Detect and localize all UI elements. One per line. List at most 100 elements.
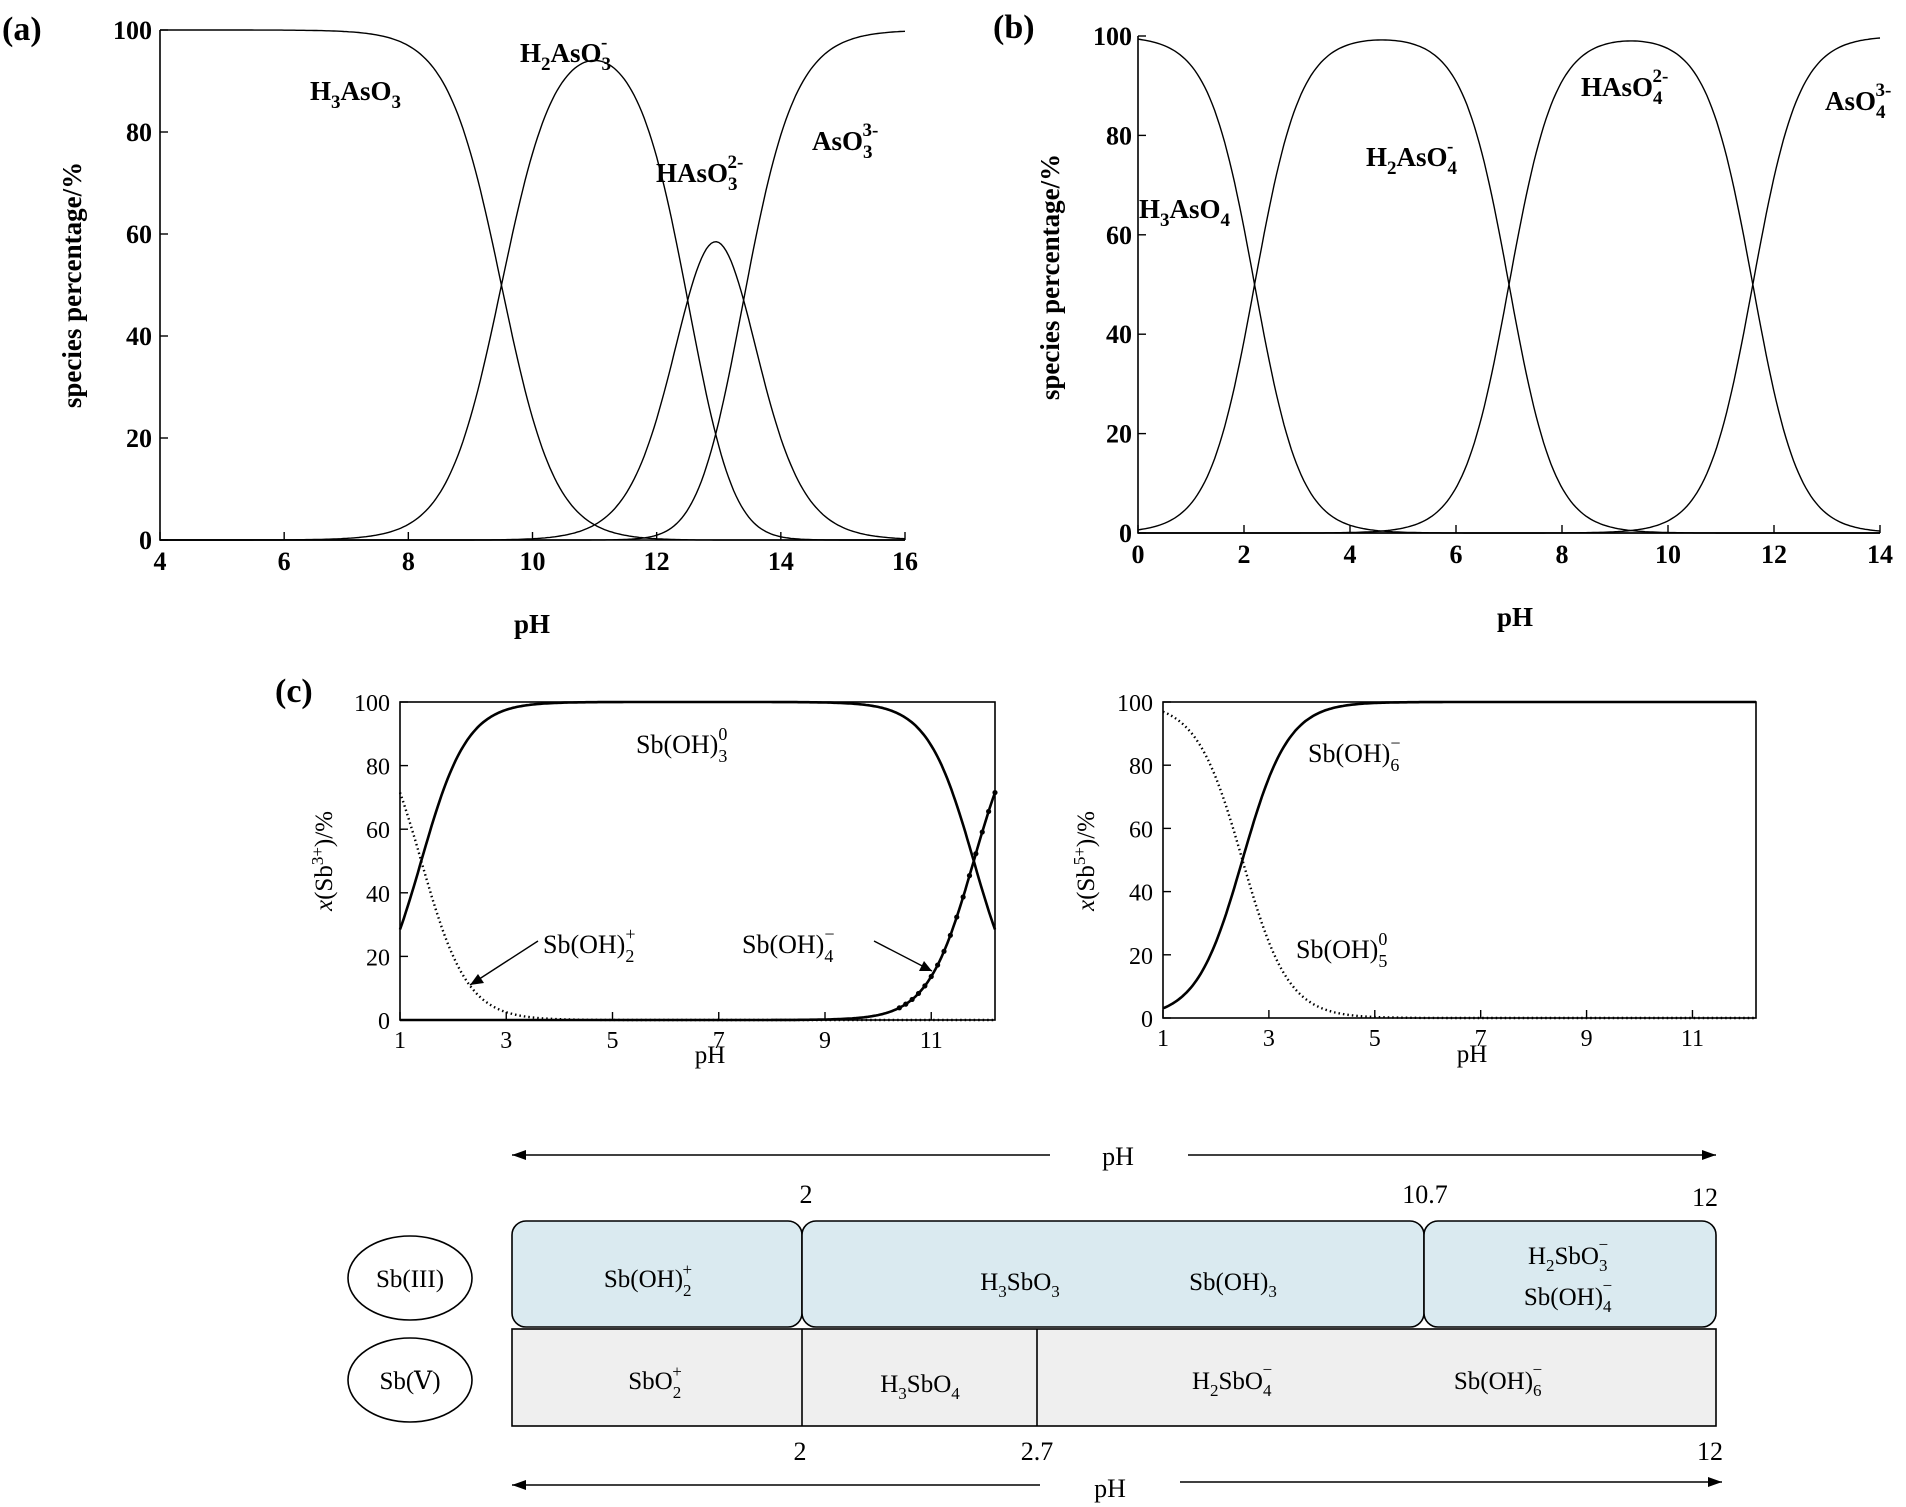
sboh4-marker (966, 873, 973, 879)
bottom-left-arrowhead (512, 1480, 526, 1490)
label-aso3: AsO33- (812, 120, 878, 163)
y-tick-label: 0 (1141, 1007, 1153, 1033)
species-diagram: pH 2 10.7 12 Sb(III) Sb(OH)2+ H3SbO3 Sb(… (347, 1142, 1723, 1503)
label-sboh6: Sb(OH)6− (1308, 733, 1401, 775)
label-h3aso4: H3AsO4 (1139, 194, 1231, 231)
band-sboh3: Sb(OH)3 (1189, 1269, 1277, 1301)
y-tick-label: 60 (1106, 221, 1132, 250)
x-tick-label: 5 (1369, 1026, 1381, 1052)
y-tick-label: 100 (1117, 691, 1153, 717)
series-line-1 (1162, 700, 1756, 1010)
x-tick-label: 4 (154, 547, 167, 576)
y-tick-label: 0 (1119, 519, 1132, 548)
y-tick-label: 20 (126, 424, 152, 453)
series-line-3 (1138, 37, 1881, 534)
y-tick-label: 80 (366, 755, 390, 781)
top-right-arrowhead (1702, 1150, 1716, 1160)
panel-c2-ylabel: x(Sb5+)/% (1070, 811, 1100, 912)
sboh4-marker (979, 829, 985, 835)
top-ph-label: pH (1102, 1142, 1134, 1171)
panel-c1-xlabel: pH (695, 1042, 726, 1069)
sb3-boundary-10-7: 10.7 (1402, 1180, 1448, 1209)
y-tick-label: 0 (378, 1009, 390, 1035)
panel-c2-ticks: 1 3 5 7 9 11 0 20 40 60 80 100 (1117, 691, 1704, 1052)
arrowhead-sboh2 (470, 974, 484, 985)
x-tick-label: 2 (1238, 540, 1251, 569)
sb3-boundary-12: 12 (1692, 1183, 1718, 1212)
label-sboh4: Sb(OH)4− (742, 924, 835, 966)
y-tick-label: 40 (1106, 320, 1132, 349)
y-tick-label: 100 (113, 16, 152, 45)
y-tick-label: 0 (139, 526, 152, 555)
series-line-0 (398, 792, 995, 1022)
y-tick-label: 60 (1129, 817, 1153, 843)
panel-c2-xlabel: pH (1457, 1041, 1488, 1068)
bottom-ph-label: pH (1094, 1474, 1126, 1503)
y-tick-label: 80 (126, 118, 152, 147)
x-tick-label: 9 (819, 1028, 831, 1054)
sb3-label: Sb(III) (376, 1266, 444, 1293)
sb5-boundary-12: 12 (1697, 1437, 1723, 1466)
sboh4-marker (947, 932, 953, 938)
sboh4-marker (973, 851, 979, 857)
top-left-arrowhead (512, 1150, 526, 1160)
sb5-ellipse (347, 1337, 473, 1423)
series-line-2 (400, 792, 997, 1022)
sboh4-marker (915, 990, 922, 997)
x-tick-label: 10 (520, 547, 546, 576)
x-tick-label: 8 (1556, 540, 1569, 569)
x-tick-label: 16 (892, 547, 918, 576)
panel-b-xlabel: pH (1497, 602, 1533, 632)
panel-a-axes (159, 30, 905, 541)
band-h3sbo4: H3SbO4 (880, 1371, 960, 1403)
sboh4-marker (909, 996, 915, 1003)
sboh4-marker (960, 894, 966, 900)
sboh4-marker (928, 973, 934, 980)
panel-b-ticks: 0 2 4 6 8 10 12 14 0 20 40 60 80 100 (1093, 22, 1893, 569)
sboh4-marker (992, 789, 998, 796)
panel-c1-curves (398, 700, 998, 1022)
panel-a-ticks: 4 6 8 10 12 14 16 0 20 40 60 80 100 (113, 16, 918, 576)
x-tick-label: 0 (1132, 540, 1145, 569)
sboh4-marker (986, 808, 992, 815)
y-tick-label: 40 (126, 322, 152, 351)
y-tick-label: 20 (1129, 944, 1153, 970)
series-line-1 (398, 700, 997, 930)
x-tick-label: 12 (1761, 540, 1787, 569)
panel-a-ylabel: species percentage/% (57, 162, 87, 408)
x-tick-label: 3 (1263, 1026, 1275, 1052)
y-tick-label: 100 (354, 691, 390, 717)
panel-b-curves (1137, 37, 1881, 534)
label-sboh5: Sb(OH)50 (1296, 929, 1387, 971)
panel-c2-curves (1162, 700, 1756, 1020)
arrowhead-sboh4 (919, 961, 932, 971)
arrow-sboh2 (469, 940, 539, 986)
sboh4-marker (903, 1001, 909, 1007)
x-tick-label: 10 (1655, 540, 1681, 569)
label-sboh2: Sb(OH)2+ (543, 924, 636, 966)
panel-c-label: (c) (275, 673, 313, 710)
panel-c2-frame (1162, 701, 1757, 1019)
sb3-boundary-2: 2 (800, 1180, 813, 1209)
panel-a-label: (a) (2, 11, 42, 48)
series-line-0 (160, 29, 905, 541)
series-line-1 (160, 59, 905, 541)
sb5-boundary-2: 2 (794, 1437, 807, 1466)
label-h2aso4: H2AsO4- (1366, 136, 1458, 179)
x-tick-label: 5 (607, 1028, 619, 1054)
panel-c1-ticks: 1 3 5 7 9 11 0 20 40 60 80 100 (354, 691, 943, 1054)
label-sboh3: Sb(OH)30 (636, 724, 727, 766)
x-tick-label: 12 (644, 547, 670, 576)
panel-a: (a) 4 6 8 10 12 14 16 0 20 40 60 80 100 pH species p… (2, 11, 918, 639)
x-tick-label: 8 (402, 547, 415, 576)
x-tick-label: 6 (1450, 540, 1463, 569)
label-aso4: AsO43- (1825, 80, 1891, 123)
x-tick-label: 14 (1867, 540, 1893, 569)
y-tick-label: 80 (1129, 754, 1153, 780)
y-tick-label: 60 (126, 220, 152, 249)
label-h3aso3: H3AsO3 (310, 76, 401, 113)
x-tick-label: 7 (1475, 1026, 1487, 1052)
panel-b-label: (b) (993, 9, 1035, 46)
x-tick-label: 1 (394, 1028, 406, 1054)
